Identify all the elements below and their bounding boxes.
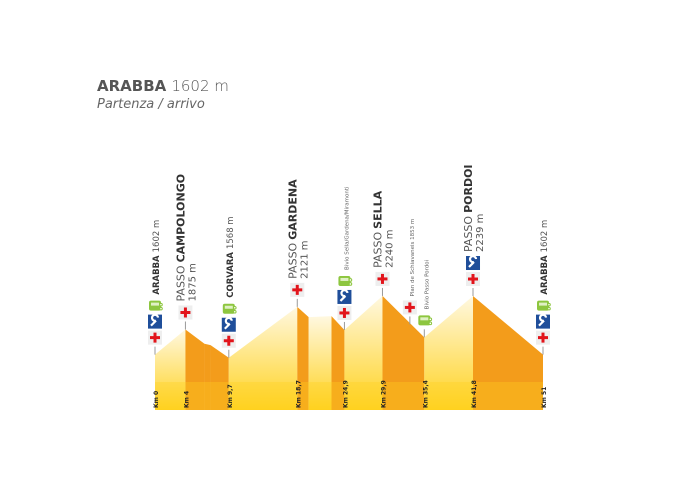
km-label: Km 4 xyxy=(183,391,190,408)
bus-icon-window xyxy=(224,305,233,309)
waypoint-label: PASSO SELLA xyxy=(371,190,384,268)
first-aid-icon xyxy=(342,307,346,318)
waypoint-prefix: PASSO xyxy=(462,216,475,252)
waypoint-prefix: PASSO xyxy=(286,242,299,278)
waypoint-name: GARDENA xyxy=(286,179,299,240)
descent-segment xyxy=(382,295,425,410)
waypoint-label: Bivio Sella/Gardena/Miramonti xyxy=(344,186,350,270)
wrench-icon xyxy=(468,255,478,268)
waypoint-name: ARABBA xyxy=(152,255,162,295)
waypoint-prefix: PASSO xyxy=(174,265,187,301)
km-label: Km 51 xyxy=(541,387,548,408)
waypoint-label: PASSO GARDENA xyxy=(286,179,299,279)
waypoint-label: Plan de Schiavaneis 1853 m xyxy=(410,219,416,297)
wrench-icon xyxy=(339,289,349,302)
first-aid-icon xyxy=(471,274,475,285)
bus-icon-wheel xyxy=(232,309,237,314)
waypoint-elevation: 2239 m xyxy=(475,214,486,252)
first-aid-icon xyxy=(227,335,231,346)
waypoint-label: ARABBA 1602 m xyxy=(540,220,550,295)
ascent-segment xyxy=(228,306,298,410)
waypoint-marker: ARABBA 1602 m xyxy=(536,220,551,355)
km-label: Km 24,9 xyxy=(342,380,349,408)
waypoint-elevation: 1568 m xyxy=(226,216,236,249)
waypoint-marker: Bivio Passo Pordoi xyxy=(418,259,433,338)
bus-icon-wheel xyxy=(159,306,163,311)
start-finish-title: ARABBA 1602 m Partenza / arrivo xyxy=(97,76,229,112)
waypoint-label: Bivio Passo Pordoi xyxy=(424,259,430,309)
bus-icon-wheel xyxy=(348,282,353,286)
descent-segment xyxy=(297,306,309,410)
descent-segment xyxy=(185,329,205,410)
waypoint-name: SELLA xyxy=(371,190,384,228)
waypoint-marker: ARABBA 1602 m xyxy=(148,220,163,355)
bus-icon-wheel xyxy=(428,321,433,326)
descent-segment xyxy=(204,343,211,410)
bus-icon-wheel xyxy=(547,306,551,311)
km-label: Km 0 xyxy=(153,391,160,408)
title-subtitle: Partenza / arrivo xyxy=(97,97,205,112)
waypoint-label: CORVARA 1568 m xyxy=(226,216,236,297)
bus-icon-wheel xyxy=(428,317,433,322)
bus-icon-wheel xyxy=(547,302,551,307)
wrench-icon xyxy=(538,313,548,327)
waypoint-name: Bivio Sella/Gardena/Miramonti xyxy=(344,186,350,270)
title-elevation: 1602 m xyxy=(171,77,229,95)
descent-segment xyxy=(331,316,345,410)
bus-icon-wheel xyxy=(232,305,237,310)
first-aid-icon xyxy=(541,332,545,343)
ascent-segment xyxy=(155,329,186,410)
waypoint-name: CORVARA xyxy=(226,252,236,298)
title-name: ARABBA xyxy=(97,77,167,95)
waypoint-elevation: 1602 m xyxy=(152,220,162,253)
waypoint-marker: CORVARA 1568 m xyxy=(221,216,237,358)
km-label: Km 9,7 xyxy=(227,384,234,408)
bus-icon-window xyxy=(151,302,159,306)
waypoint-elevation: 1602 m xyxy=(540,220,550,253)
first-aid-icon xyxy=(408,302,412,313)
wrench-icon xyxy=(224,316,233,330)
profile-base-band xyxy=(155,382,543,410)
waypoint-elevation: 2240 m xyxy=(384,230,395,268)
bus-icon-wheel xyxy=(159,302,163,307)
descent-segment xyxy=(210,345,229,410)
ascent-segment xyxy=(424,296,474,410)
km-label: Km 41,8 xyxy=(471,380,478,408)
bus-icon-window xyxy=(420,317,429,321)
waypoint-marker: Bivio Sella/Gardena/Miramonti xyxy=(337,186,353,330)
first-aid-icon xyxy=(380,273,384,284)
waypoint-label: PASSO CAMPOLONGO xyxy=(174,174,187,302)
waypoint-elevation: 1875 m xyxy=(187,263,198,301)
waypoint-prefix: PASSO xyxy=(371,232,384,268)
wrench-icon xyxy=(150,313,160,327)
ascent-segment xyxy=(344,295,383,410)
first-aid-icon xyxy=(295,284,299,295)
waypoint-name: ARABBA xyxy=(540,255,550,295)
waypoint-label: ARABBA 1602 m xyxy=(152,220,162,295)
first-aid-icon xyxy=(183,307,187,318)
first-aid-icon xyxy=(153,332,157,343)
waypoint-name: Bivio Passo Pordoi xyxy=(424,259,430,309)
waypoint-label: PASSO PORDOI xyxy=(462,164,475,252)
waypoint-elevation: 2121 m xyxy=(299,240,310,278)
km-label: Km 29,9 xyxy=(380,380,387,408)
waypoint-name: PORDOI xyxy=(462,164,475,212)
km-label: Km 35,4 xyxy=(422,380,429,408)
bus-icon-window xyxy=(340,277,349,281)
descent-segment xyxy=(473,296,543,410)
km-label: Km 18,7 xyxy=(295,380,302,408)
bus-icon-wheel xyxy=(348,278,353,282)
waypoint-name: Plan de Schiavaneis 1853 m xyxy=(410,219,416,297)
waypoint-marker: Plan de Schiavaneis 1853 m xyxy=(402,219,417,325)
bus-icon-window xyxy=(539,302,547,306)
ascent-segment xyxy=(308,316,332,410)
waypoint-name: CAMPOLONGO xyxy=(174,174,187,263)
